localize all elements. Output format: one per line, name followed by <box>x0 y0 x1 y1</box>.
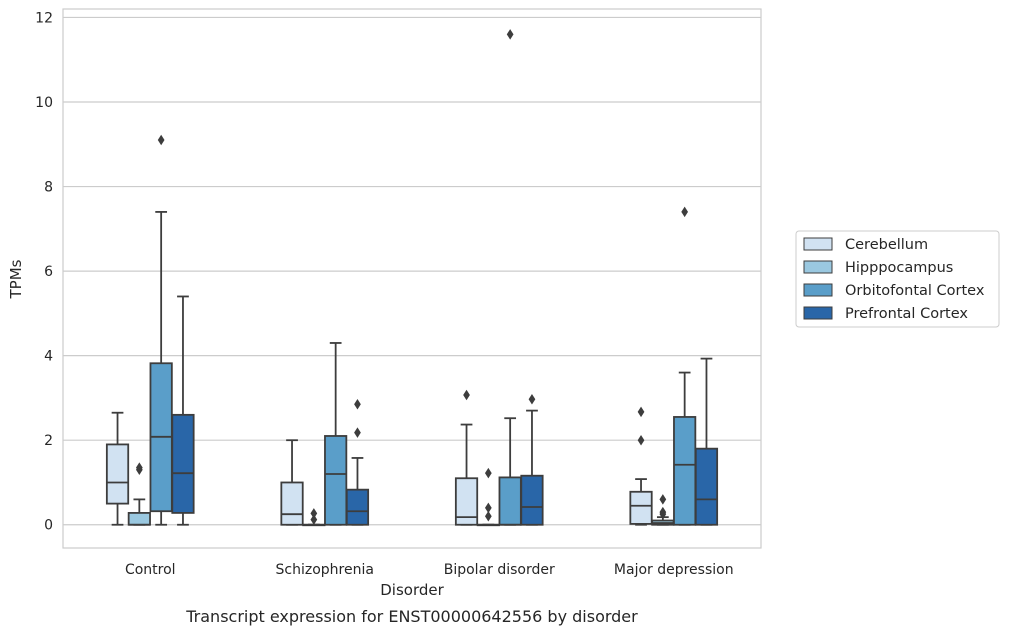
box-hipppocampus <box>476 467 500 527</box>
box-cerebellum <box>280 439 304 526</box>
y-tick-label: 12 <box>35 10 53 26</box>
box-cerebellum <box>454 389 479 526</box>
box-hipppocampus <box>651 494 675 526</box>
legend-label: Cerebellum <box>845 237 928 253</box>
outlier-point <box>484 511 492 522</box>
outlier-point <box>463 389 470 401</box>
box-orbitofontal-cortex <box>324 342 348 526</box>
x-tick-label: Bipolar disorder <box>444 562 555 578</box>
legend-label: Hipppocampus <box>845 260 953 276</box>
x-tick-label: Control <box>125 562 176 578</box>
box-cerebellum <box>105 411 130 526</box>
box-iqr <box>454 477 479 526</box>
outlier-point <box>354 427 361 438</box>
box-orbitofontal-cortex <box>498 29 522 526</box>
y-tick-label: 10 <box>35 95 53 111</box>
y-tick-label: 6 <box>44 264 53 280</box>
outlier-point <box>484 467 492 479</box>
x-tick-label: Major depression <box>614 562 734 578</box>
outlier-point <box>681 206 689 218</box>
box-orbitofontal-cortex <box>673 206 697 526</box>
box-iqr <box>498 476 522 526</box>
outlier-point <box>528 393 536 405</box>
x-tick-label: Schizophrenia <box>276 562 374 578</box>
box-orbitofontal-cortex <box>149 134 173 526</box>
plot-frame <box>62 8 762 549</box>
x-axis-ticks: Control Schizophrenia Bipolar disorder Majo… <box>125 562 734 578</box>
outlier-point <box>354 399 361 410</box>
box-iqr <box>345 488 370 526</box>
legend-swatch <box>803 283 833 297</box>
box-hipppocampus <box>302 508 326 527</box>
outlier-point <box>637 406 645 418</box>
legend-label: Prefrontal Cortex <box>845 306 968 322</box>
box-cerebellum <box>629 406 653 526</box>
x-axis-label: Disorder <box>380 581 444 599</box>
box-plots <box>105 29 719 527</box>
y-axis-ticks: 0 2 4 6 8 10 12 <box>35 10 53 533</box>
box-iqr <box>105 443 130 505</box>
box-prefrontal-cortex <box>171 295 195 526</box>
outlier-point <box>659 506 667 518</box>
outlier-point <box>157 134 165 146</box>
box-iqr <box>629 490 653 525</box>
outlier-point <box>506 29 514 40</box>
outlier-point <box>637 434 645 446</box>
chart-caption: Transcript expression for ENST0000064255… <box>185 607 638 626</box>
box-iqr <box>171 413 195 514</box>
outlier-point <box>484 502 492 514</box>
outlier-point <box>135 462 143 473</box>
y-tick-label: 2 <box>44 433 53 449</box>
box-iqr <box>127 512 151 526</box>
box-prefrontal-cortex <box>345 399 370 526</box>
legend-swatch <box>803 306 833 320</box>
outlier-point <box>659 494 667 505</box>
legend: Cerebellum Hipppocampus Orbitofontal Corte… <box>795 230 1000 328</box>
box-hipppocampus <box>127 462 151 526</box>
box-iqr <box>520 474 544 526</box>
box-prefrontal-cortex <box>694 357 719 526</box>
y-tick-label: 8 <box>44 180 53 196</box>
outlier-point <box>310 514 318 525</box>
box-iqr <box>694 447 719 526</box>
legend-swatch <box>803 237 833 251</box>
legend-label: Orbitofontal Cortex <box>845 283 985 299</box>
box-iqr <box>280 481 304 526</box>
legend-frame <box>795 230 1000 328</box>
box-iqr <box>673 416 697 526</box>
y-tick-label: 4 <box>44 349 53 365</box>
y-axis-label: TPMs <box>7 259 25 299</box>
box-prefrontal-cortex <box>520 393 544 526</box>
y-tick-label: 0 <box>44 518 53 534</box>
outlier-point <box>310 508 318 519</box>
box-iqr <box>324 435 348 526</box>
legend-swatch <box>803 260 833 274</box>
